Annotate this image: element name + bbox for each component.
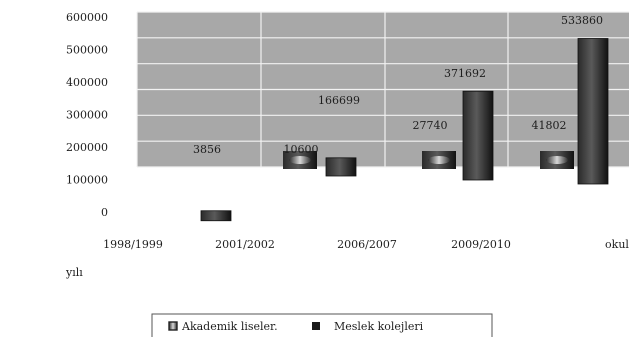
y-tick-label: 100000 — [66, 174, 108, 187]
legend-swatch-academic — [168, 321, 178, 331]
data-label: 371692 — [444, 67, 486, 80]
x-tick-label: 2006/2007 — [337, 238, 397, 251]
y-tick-label: 0 — [101, 206, 108, 219]
x-axis-ticks: 1998/1999 2001/2002 2006/2007 2009/2010 okul — [103, 238, 629, 251]
y-tick-label: 200000 — [66, 141, 108, 154]
x-tick-label: 2009/2010 — [451, 238, 511, 251]
x-tick-label: 1998/1999 — [103, 238, 163, 251]
bar-vocational — [200, 210, 232, 222]
x-tick-label: 2001/2002 — [215, 238, 275, 251]
y-tick-label: 500000 — [66, 44, 108, 57]
bar-academic-highlight — [289, 156, 311, 164]
x-tick-label: okul — [605, 238, 629, 251]
legend: Akademik liseler. Meslek kolejleri — [151, 313, 493, 341]
legend-label-academic: Akademik liseler. — [181, 320, 278, 333]
y-tick-label: 300000 — [66, 109, 108, 122]
data-label: 3856 — [193, 143, 221, 156]
data-label: 27740 — [413, 119, 448, 132]
bar-vocational — [462, 90, 494, 181]
bars: 10600 27740 41802 3856 166699 371692 533860 — [193, 14, 609, 222]
data-label: 10600 — [284, 143, 319, 156]
data-label: 41802 — [532, 119, 567, 132]
y-tick-label: 400000 — [66, 76, 108, 89]
x-axis-suffix: yılı — [65, 266, 83, 279]
legend-swatch-vocational — [312, 322, 320, 330]
data-label: 166699 — [318, 94, 360, 107]
y-tick-label: 600000 — [66, 11, 108, 24]
data-label: 533860 — [561, 14, 603, 27]
bar-vocational — [325, 157, 357, 177]
bar-vocational — [577, 38, 609, 185]
y-axis-ticks: 0 100000 200000 300000 400000 500000 600000 — [66, 11, 108, 219]
legend-label-vocational: Meslek kolejleri — [334, 320, 424, 333]
bar-academic-highlight — [546, 156, 568, 164]
bar-academic-highlight — [428, 156, 450, 164]
